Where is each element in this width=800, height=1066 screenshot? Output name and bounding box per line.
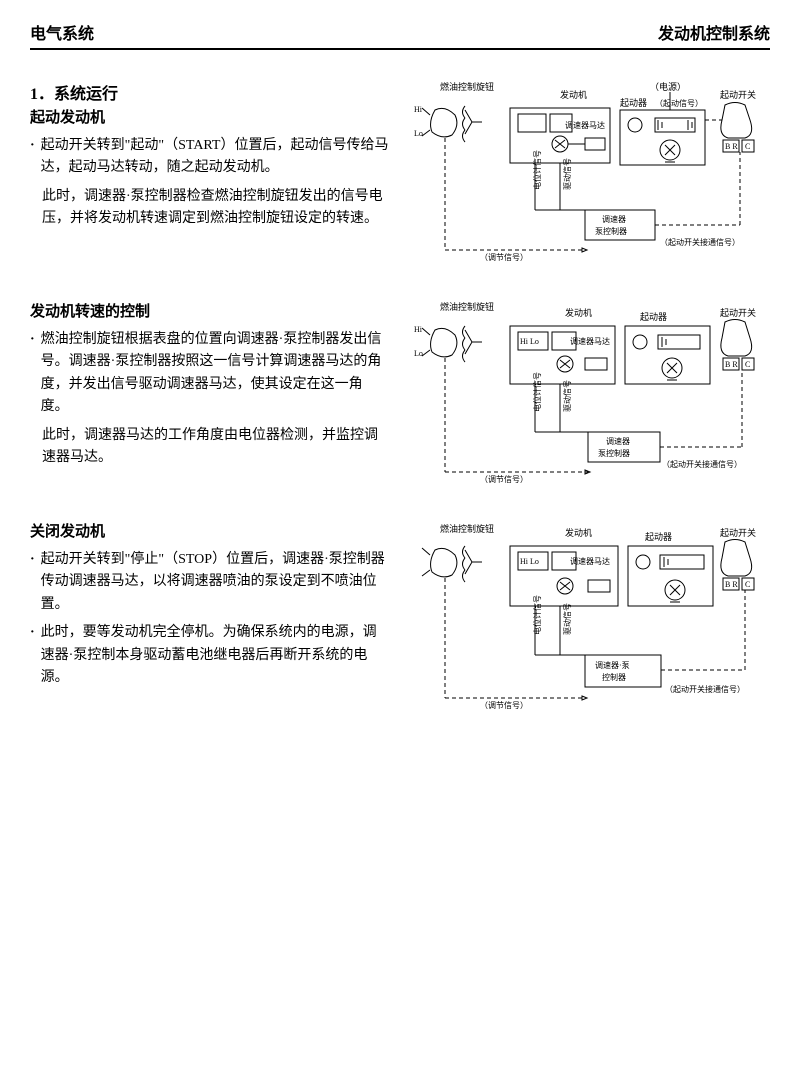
section-2-text: 发动机转速的控制 · 燃油控制旋钮根据表盘的位置向调速器·泵控制器发出信号。调速…	[30, 300, 400, 475]
svg-text:驱动信号: 驱动信号	[562, 380, 572, 412]
section-1-text: 1．系统运行 起动发动机 · 起动开关转到"起动"（START）位置后，起动信号…	[30, 80, 400, 237]
label-drive: 驱动信号	[562, 158, 572, 190]
label-start-switch: 起动开关	[720, 89, 756, 100]
label-gov-motor: 调速器马达	[565, 120, 605, 130]
diagram-1: 燃油控制旋钮 发动机 （电源） 起动器 （起动信号） 起动开关 Hi Lo 调速…	[410, 80, 770, 270]
label-controller-1: 调速器	[602, 215, 626, 224]
section-3-p2-text: 此时，要等发动机完全停机。为确保系统内的电源，调速器·泵控制本身驱动蓄电池继电器…	[41, 622, 390, 689]
section-2-subtitle: 发动机转速的控制	[30, 300, 390, 321]
section-1-p1: · 起动开关转到"起动"（START）位置后，起动信号传给马达，起动马达转动，随…	[30, 135, 390, 180]
section-2: 发动机转速的控制 · 燃油控制旋钮根据表盘的位置向调速器·泵控制器发出信号。调速…	[30, 300, 770, 490]
svg-text:发动机: 发动机	[565, 307, 592, 318]
section-1-p2: 此时，调速器·泵控制器检查燃油控制旋钮发出的信号电压，并将发动机转速调定到燃油控…	[42, 186, 390, 231]
label-hi: Hi	[414, 105, 423, 114]
section-2-p2: 此时，调速器马达的工作角度由电位器检测，并监控调速器马达。	[42, 425, 390, 470]
svg-text:泵控制器: 泵控制器	[598, 448, 630, 458]
svg-text:调速器·泵: 调速器·泵	[595, 661, 630, 670]
section-2-p1: · 燃油控制旋钮根据表盘的位置向调速器·泵控制器发出信号。调速器·泵控制器按照这…	[30, 329, 390, 419]
bullet-icon: ·	[30, 622, 35, 689]
svg-text:（起动开关接通信号）: （起动开关接通信号）	[662, 459, 742, 469]
label-br: B R	[725, 142, 738, 151]
svg-text:起动开关: 起动开关	[720, 307, 756, 318]
svg-text:B R: B R	[725, 360, 738, 369]
svg-text:Lo: Lo	[414, 349, 423, 358]
label-starter: 起动器	[620, 98, 647, 108]
svg-text:电位计信号: 电位计信号	[532, 372, 542, 412]
bullet-icon: ·	[30, 329, 35, 419]
section-3-p1: · 起动开关转到"停止"（STOP）位置后，调速器·泵控制器传动调速器马达，以将…	[30, 549, 390, 616]
svg-text:（起动开关接通信号）: （起动开关接通信号）	[665, 684, 745, 694]
svg-text:调速器: 调速器	[606, 437, 630, 446]
label-fuel-knob: 燃油控制旋钮	[440, 81, 494, 92]
svg-text:驱动信号: 驱动信号	[562, 603, 572, 635]
svg-text:C: C	[745, 360, 750, 369]
label-engine: 发动机	[560, 89, 587, 100]
svg-text:调速器马达: 调速器马达	[570, 556, 610, 566]
svg-text:起动器: 起动器	[640, 312, 667, 322]
page-header: 电气系统 发动机控制系统	[30, 20, 770, 50]
section-3-text: 关闭发动机 · 起动开关转到"停止"（STOP）位置后，调速器·泵控制器传动调速…	[30, 520, 400, 695]
header-right: 发动机控制系统	[658, 20, 770, 44]
svg-text:控制器: 控制器	[602, 672, 626, 682]
svg-text:燃油控制旋钮: 燃油控制旋钮	[440, 523, 494, 534]
svg-text:起动器: 起动器	[645, 532, 672, 542]
diagram-3: 燃油控制旋钮 发动机 起动器 起动开关 Hi Lo 调速器马达 电位计信号 驱动…	[410, 520, 770, 720]
svg-text:Hi Lo: Hi Lo	[520, 337, 539, 346]
section-3: 关闭发动机 · 起动开关转到"停止"（STOP）位置后，调速器·泵控制器传动调速…	[30, 520, 770, 720]
svg-text:起动开关: 起动开关	[720, 527, 756, 538]
section-3-p2: · 此时，要等发动机完全停机。为确保系统内的电源，调速器·泵控制本身驱动蓄电池继…	[30, 622, 390, 689]
svg-text:电位计信号: 电位计信号	[532, 595, 542, 635]
section-1-p1-text: 起动开关转到"起动"（START）位置后，起动信号传给马达，起动马达转动，随之起…	[41, 135, 390, 180]
svg-text:调速器马达: 调速器马达	[570, 336, 610, 346]
section-1-subtitle: 起动发动机	[30, 106, 390, 127]
section-1: 1．系统运行 起动发动机 · 起动开关转到"起动"（START）位置后，起动信号…	[30, 80, 770, 270]
section-3-subtitle: 关闭发动机	[30, 520, 390, 541]
label-c: C	[745, 142, 750, 151]
diagram-2: 燃油控制旋钮 发动机 起动器 起动开关 Hi Lo Hi Lo 调速器马达 电位…	[410, 300, 770, 490]
section-3-p1-text: 起动开关转到"停止"（STOP）位置后，调速器·泵控制器传动调速器马达，以将调速…	[41, 549, 390, 616]
main-title: 1．系统运行	[30, 80, 390, 104]
label-start-signal: （起动信号）	[655, 98, 703, 108]
header-left: 电气系统	[30, 20, 94, 44]
label-power: （电源）	[650, 81, 686, 92]
svg-text:Hi Lo: Hi Lo	[520, 557, 539, 566]
label-controller-2: 泵控制器	[595, 226, 627, 236]
label-switch-signal: （起动开关接通信号）	[660, 237, 740, 247]
svg-text:（调节信号）: （调节信号）	[480, 700, 528, 710]
svg-text:C: C	[745, 580, 750, 589]
label-lo: Lo	[414, 129, 423, 138]
svg-text:燃油控制旋钮: 燃油控制旋钮	[440, 301, 494, 312]
svg-text:B R: B R	[725, 580, 738, 589]
bullet-icon: ·	[30, 135, 35, 180]
section-2-p1-text: 燃油控制旋钮根据表盘的位置向调速器·泵控制器发出信号。调速器·泵控制器按照这一信…	[41, 329, 390, 419]
bullet-icon: ·	[30, 549, 35, 616]
label-adjust-signal: （调节信号）	[480, 252, 528, 262]
svg-text:发动机: 发动机	[565, 527, 592, 538]
svg-text:（调节信号）: （调节信号）	[480, 474, 528, 484]
svg-text:Hi: Hi	[414, 325, 423, 334]
label-pot: 电位计信号	[532, 150, 542, 190]
